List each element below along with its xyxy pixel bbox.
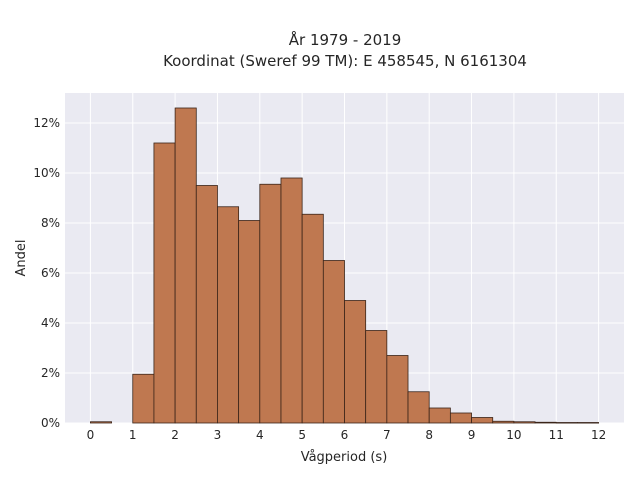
y-tick-label: 12%: [33, 116, 60, 130]
x-tick-label: 0: [87, 428, 95, 442]
y-tick-label: 6%: [41, 266, 60, 280]
y-tick-label: 0%: [41, 416, 60, 430]
x-tick-label: 7: [383, 428, 391, 442]
chart-subtitle: Koordinat (Sweref 99 TM): E 458545, N 61…: [163, 52, 527, 70]
x-tick-label: 11: [549, 428, 564, 442]
x-tick-label: 2: [171, 428, 179, 442]
y-tick-label: 8%: [41, 216, 60, 230]
x-tick-label: 9: [468, 428, 476, 442]
histogram-bar: [259, 183, 282, 424]
x-axis-label: Vågperiod (s): [301, 450, 388, 465]
histogram-bar: [471, 417, 494, 424]
histogram-bar: [280, 177, 303, 424]
y-axis-label: Andel: [14, 240, 29, 277]
x-tick-label: 12: [591, 428, 606, 442]
x-tick-label: 3: [214, 428, 222, 442]
histogram-bar: [555, 422, 578, 424]
y-tick-label: 10%: [33, 166, 60, 180]
y-axis-ticks: 0% 2% 4% 6% 8% 10% 12%: [33, 116, 60, 430]
histogram-bar: [174, 107, 197, 424]
histogram-bar: [513, 421, 536, 424]
bars: [90, 107, 599, 424]
chart-title: År 1979 - 2019: [289, 30, 402, 49]
x-tick-label: 5: [298, 428, 306, 442]
histogram-bar: [386, 355, 409, 424]
x-tick-label: 6: [341, 428, 349, 442]
histogram-bar: [301, 213, 324, 424]
histogram-bar: [407, 391, 430, 424]
x-tick-label: 8: [425, 428, 433, 442]
histogram-bar: [492, 420, 515, 424]
x-tick-label: 10: [506, 428, 521, 442]
histogram-bar: [365, 330, 388, 424]
histogram-bar: [449, 412, 472, 424]
histogram-bar: [534, 421, 557, 424]
x-axis-ticks: 0 1 2 3 4 5 6 7 8 9 10 11 12: [87, 428, 607, 442]
x-tick-label: 1: [129, 428, 137, 442]
y-tick-label: 2%: [41, 366, 60, 380]
histogram-bar: [132, 373, 155, 424]
y-tick-label: 4%: [41, 316, 60, 330]
histogram-bar: [238, 220, 261, 424]
histogram-bar: [322, 260, 345, 424]
histogram-bar: [344, 300, 367, 424]
histogram-bar: [90, 421, 112, 424]
histogram-bar: [195, 185, 218, 424]
histogram-bar: [153, 142, 176, 424]
histogram-bar: [217, 206, 240, 424]
histogram-bar: [577, 422, 599, 424]
x-tick-label: 4: [256, 428, 264, 442]
histogram-bar: [428, 407, 451, 424]
